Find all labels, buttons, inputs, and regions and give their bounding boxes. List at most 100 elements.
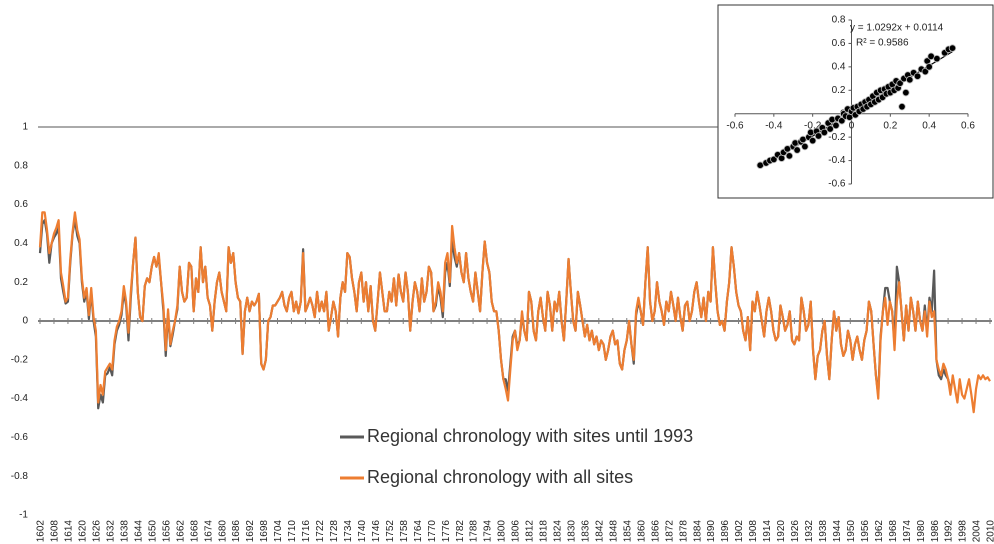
scatter-point: [820, 128, 829, 137]
scatter-point: [925, 63, 933, 71]
x-tick-label: 0.2: [883, 120, 897, 131]
x-tick-label: 1878: [678, 520, 689, 543]
scatter-point: [913, 72, 922, 80]
scatter-point: [902, 88, 910, 97]
annotation: R² = 0.9586: [856, 38, 909, 49]
x-tick-label: 1824: [553, 520, 564, 543]
x-tick-label: 1734: [343, 520, 354, 543]
y-tick-label: 0.2: [832, 85, 846, 96]
x-tick-label: 1716: [301, 520, 312, 543]
x-tick-label: 1668: [189, 520, 200, 543]
x-tick-label: 1830: [567, 520, 578, 543]
y-tick-label: 0.4: [14, 238, 28, 249]
y-tick-label: -0.2: [828, 132, 846, 143]
y-tick-label: -0.6: [828, 179, 846, 190]
x-tick-label: 1746: [371, 520, 382, 543]
x-tick-label: 1758: [399, 520, 410, 543]
x-tick-label: 1938: [818, 520, 829, 543]
x-tick-label: 1956: [860, 520, 871, 543]
x-tick-label: 1656: [161, 520, 172, 543]
x-tick-label: 1902: [734, 520, 745, 543]
x-tick-label: 1638: [119, 520, 130, 543]
y-tick-label: 0.2: [14, 277, 28, 288]
x-tick-label: 1914: [762, 520, 773, 543]
scatter-point: [785, 152, 794, 160]
x-tick-label: 1920: [776, 520, 787, 543]
y-tick-label: -0.2: [11, 354, 29, 365]
x-tick-label: 1710: [287, 520, 298, 543]
x-tick-label: 1740: [357, 520, 368, 543]
scatter-point: [921, 67, 929, 76]
x-tick-label: 1962: [874, 520, 885, 543]
x-tick-label: 1836: [580, 520, 591, 543]
y-tick-label: 0.6: [832, 38, 846, 49]
x-tick-label: 1632: [105, 520, 116, 543]
x-tick-label: 1890: [706, 520, 717, 543]
x-tick-label: 1950: [846, 520, 857, 543]
scatter-point: [896, 79, 904, 87]
scatter-point: [801, 142, 809, 151]
scatter-point: [814, 132, 823, 140]
x-tick-label: 1620: [78, 520, 89, 543]
x-tick-label: 1752: [385, 520, 396, 543]
y-tick-label: 0: [22, 316, 28, 327]
legend-label: Regional chronology with sites until 199…: [367, 426, 693, 446]
y-tick-label: -0.8: [11, 471, 29, 482]
y-tick-label: 0.4: [832, 61, 846, 72]
series-line: [38, 211, 991, 414]
x-tick-label: 1860: [636, 520, 647, 543]
x-tick-label: 1974: [902, 520, 913, 543]
x-tick-label: 1932: [804, 520, 815, 543]
x-tick-label: 2010: [986, 520, 994, 543]
x-tick-label: 0: [849, 120, 855, 131]
x-tick-label: 1998: [958, 520, 969, 543]
scatter-point: [793, 146, 801, 154]
inset-frame: [717, 4, 994, 199]
x-tick-label: -0.2: [804, 120, 822, 131]
y-tick-label: 0.6: [14, 199, 28, 210]
x-tick-label: 1698: [259, 520, 270, 543]
y-tick-label: 0.8: [832, 15, 846, 26]
legend-label: Regional chronology with all sites: [367, 467, 633, 487]
x-tick-label: 1812: [525, 520, 536, 543]
x-tick-label: 1884: [692, 520, 703, 543]
x-tick-label: 0.6: [961, 120, 975, 131]
x-tick-label: 1782: [455, 520, 466, 543]
x-tick-label: 1968: [888, 520, 899, 543]
y-tick-label: -1: [19, 510, 28, 521]
scatter-point: [933, 54, 941, 63]
x-tick-label: 1872: [664, 520, 675, 543]
x-tick-label: 1704: [273, 520, 284, 543]
y-tick-label: -0.4: [11, 393, 29, 404]
x-tick-label: 1908: [748, 520, 759, 543]
x-tick-label: -0.4: [765, 120, 783, 131]
x-tick-label: 1854: [622, 520, 633, 543]
scatter-point: [808, 136, 817, 145]
x-tick-label: 1770: [427, 520, 438, 543]
scatter-point: [838, 117, 846, 125]
x-tick-label: 1776: [441, 520, 452, 543]
x-tick-label: 1764: [413, 520, 424, 543]
x-tick-label: 1686: [231, 520, 242, 543]
x-tick-label: 0.4: [922, 120, 936, 131]
x-tick-label: 1728: [329, 520, 340, 543]
scatter-point: [948, 44, 957, 52]
scatter-point: [898, 102, 906, 111]
annotation: y = 1.0292x + 0.0114: [850, 23, 944, 34]
x-tick-label: 1992: [944, 520, 955, 543]
x-tick-label: 1848: [608, 520, 619, 543]
x-tick-label: 1806: [511, 520, 522, 543]
x-tick-label: 2004: [972, 520, 983, 543]
x-tick-label: 1794: [483, 520, 494, 543]
x-tick-label: 1614: [64, 520, 75, 543]
y-tick-label: 0.8: [14, 160, 28, 171]
x-tick-label: 1644: [133, 520, 144, 543]
y-tick-label: -0.4: [828, 155, 846, 166]
y-tick-label: 1: [22, 122, 28, 133]
x-tick-label: 1866: [650, 520, 661, 543]
x-tick-label: 1680: [217, 520, 228, 543]
scatter-point: [826, 125, 834, 133]
x-tick-label: 1986: [930, 520, 941, 543]
x-tick-label: 1818: [539, 520, 550, 543]
